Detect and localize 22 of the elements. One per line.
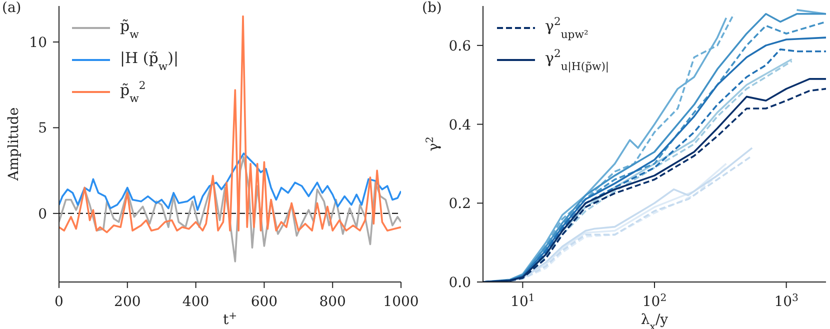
y-tick-label: 0.0 xyxy=(448,275,471,291)
y-axis-title: Amplitude xyxy=(6,107,22,182)
chart-title: (b) xyxy=(422,0,442,16)
y-tick-label: 0.6 xyxy=(448,38,472,54)
y-tick-label: 5 xyxy=(38,120,47,137)
x-axis-title: t$^{+}$ xyxy=(222,310,238,328)
x-tick-label: 10$^{3}$ xyxy=(774,292,798,310)
x-tick-label: 600 xyxy=(250,294,278,310)
x-tick-label: 800 xyxy=(319,294,346,310)
x-tick-label: 200 xyxy=(114,294,141,310)
legend-label: p̃$_{w}$ xyxy=(120,16,140,40)
x-tick-label: 10$^{1}$ xyxy=(510,292,535,310)
x-tick-label: 0 xyxy=(54,294,64,310)
y-tick-label: 0 xyxy=(38,206,47,222)
chart-title: (a) xyxy=(2,0,22,16)
x-tick-label: 10$^{2}$ xyxy=(642,292,667,310)
y-tick-label: 0.4 xyxy=(448,117,472,134)
y-tick-label: 0.2 xyxy=(448,196,471,212)
y-tick-label: 10 xyxy=(29,35,47,51)
x-tick-label: 400 xyxy=(182,294,210,310)
legend-label: |H (p̃$_{w}$)| xyxy=(120,48,179,72)
x-tick-label: 1000 xyxy=(383,294,419,310)
